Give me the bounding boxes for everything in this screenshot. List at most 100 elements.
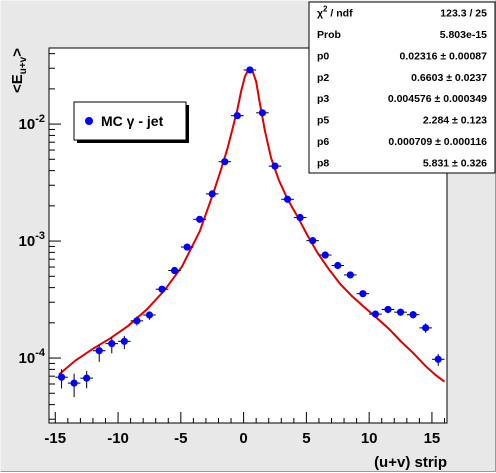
data-marker bbox=[371, 310, 380, 318]
y-tick-label: 10-4 bbox=[19, 347, 46, 367]
data-marker bbox=[283, 195, 292, 203]
data-marker bbox=[296, 213, 304, 222]
data-point bbox=[168, 266, 181, 275]
data-point bbox=[67, 373, 81, 398]
stats-label: p5 bbox=[317, 115, 329, 127]
data-marker bbox=[321, 251, 329, 259]
data-marker bbox=[133, 317, 141, 325]
data-point bbox=[344, 271, 357, 279]
data-point bbox=[406, 311, 420, 319]
data-point bbox=[143, 311, 156, 320]
stats-row: p2 0.6603 ± 0.0237 bbox=[317, 72, 487, 84]
legend: MC γ - jet bbox=[73, 101, 189, 143]
data-point bbox=[243, 66, 257, 74]
data-point bbox=[130, 316, 144, 326]
data-point bbox=[256, 109, 269, 117]
data-marker bbox=[108, 340, 116, 348]
stats-label: Prob bbox=[317, 29, 341, 41]
y-axis-title: <Eu+v> bbox=[9, 48, 29, 93]
legend-label: MC γ - jet bbox=[101, 113, 164, 129]
x-tick-label: 0 bbox=[239, 430, 247, 447]
stats-label: p8 bbox=[317, 157, 329, 169]
stats-label: p0 bbox=[317, 50, 329, 62]
axes-layer: -15 -10 -5 0 5 10 15 10-4 10-3 10-2 bbox=[19, 53, 445, 447]
fit-stats-box: χ2 / ndf 123.3 / 25 Prob 5.803e-15 p0 0.02316… bbox=[308, 1, 496, 174]
data-point bbox=[92, 344, 106, 362]
stats-row: p5 2.284 ± 0.123 bbox=[317, 115, 487, 127]
data-marker bbox=[246, 66, 254, 74]
x-tick-label: 10 bbox=[361, 430, 378, 447]
data-point bbox=[394, 308, 407, 316]
data-point bbox=[268, 162, 282, 170]
stats-value: 0.000709 ± 0.000116 bbox=[388, 136, 487, 148]
data-marker bbox=[221, 158, 229, 166]
data-marker bbox=[70, 379, 78, 387]
stats-value: 0.6603 ± 0.0237 bbox=[411, 72, 487, 84]
data-marker bbox=[57, 373, 66, 381]
data-point bbox=[369, 310, 382, 318]
data-point bbox=[55, 369, 68, 389]
stats-value: 0.02316 ± 0.00087 bbox=[399, 50, 487, 62]
legend-shadow-bottom bbox=[77, 140, 189, 143]
x-tick-label: -15 bbox=[44, 430, 66, 447]
data-marker bbox=[183, 243, 191, 251]
data-marker bbox=[334, 261, 342, 270]
x-tick-label: -10 bbox=[107, 430, 129, 447]
data-point bbox=[231, 112, 244, 120]
stats-row: p3 0.004576 ± 0.000349 bbox=[317, 93, 487, 105]
x-tick-label: 5 bbox=[302, 430, 310, 447]
data-point bbox=[281, 195, 294, 203]
data-marker bbox=[158, 285, 166, 293]
data-point bbox=[419, 323, 432, 333]
data-marker bbox=[384, 305, 392, 314]
data-point bbox=[306, 237, 319, 245]
stats-row: χ2 / ndf 123.3 / 25 bbox=[317, 5, 487, 20]
data-marker bbox=[120, 337, 128, 345]
x-tick-label: 15 bbox=[424, 430, 441, 447]
data-marker bbox=[208, 190, 216, 198]
data-marker bbox=[170, 266, 179, 275]
data-point bbox=[155, 285, 169, 293]
data-point bbox=[381, 305, 395, 314]
data-marker bbox=[359, 290, 367, 298]
stats-label: p6 bbox=[317, 136, 329, 148]
stats-box-frame bbox=[308, 1, 496, 174]
stats-value: 0.004576 ± 0.000349 bbox=[388, 93, 487, 105]
data-marker bbox=[145, 311, 154, 319]
data-point bbox=[80, 371, 93, 389]
y-tick-label: 10-3 bbox=[19, 230, 45, 250]
y-tick-label: 10-2 bbox=[19, 113, 45, 133]
stats-value: 123.3 / 25 bbox=[440, 8, 487, 20]
stats-label: p3 bbox=[317, 93, 329, 105]
data-point bbox=[218, 158, 232, 166]
data-marker bbox=[196, 215, 204, 223]
data-point bbox=[193, 215, 206, 223]
stats-row: p6 0.000709 ± 0.000116 bbox=[317, 136, 487, 148]
data-marker bbox=[83, 374, 91, 382]
stats-value: 5.803e-15 bbox=[440, 29, 487, 41]
data-point bbox=[105, 338, 119, 354]
data-marker bbox=[258, 109, 267, 117]
data-point bbox=[180, 243, 194, 251]
data-point bbox=[331, 261, 345, 270]
data-point bbox=[293, 213, 307, 222]
x-tick-label: -5 bbox=[174, 430, 187, 447]
data-marker bbox=[396, 308, 405, 316]
x-axis-title: (u+v) strip bbox=[374, 454, 447, 471]
data-point bbox=[205, 190, 219, 198]
data-point bbox=[356, 290, 370, 298]
data-marker bbox=[233, 112, 241, 120]
stats-value: 5.831 ± 0.326 bbox=[423, 157, 487, 169]
stats-row: p0 0.02316 ± 0.00087 bbox=[317, 50, 487, 62]
data-points-layer bbox=[55, 66, 445, 398]
data-marker bbox=[434, 355, 442, 363]
data-point bbox=[118, 335, 131, 350]
stats-label: p2 bbox=[317, 72, 329, 84]
data-marker bbox=[271, 162, 279, 170]
legend-marker bbox=[85, 117, 93, 125]
data-marker bbox=[95, 347, 103, 355]
legend-shadow-right bbox=[186, 105, 189, 143]
stats-value: 2.284 ± 0.123 bbox=[423, 115, 487, 127]
